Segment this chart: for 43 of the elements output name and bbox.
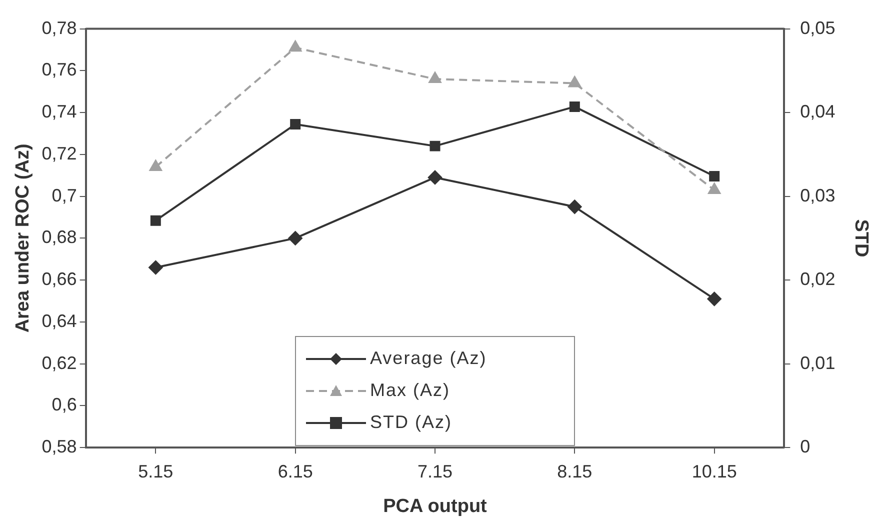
x-tick-label: 10.15 bbox=[692, 461, 737, 482]
legend-label: Average (Az) bbox=[370, 348, 487, 370]
y2-tick-label: 0,01 bbox=[800, 352, 836, 373]
legend-label: STD (Az) bbox=[370, 412, 452, 434]
y-tick-label: 0,72 bbox=[42, 143, 77, 164]
y-tick-label: 0,64 bbox=[42, 310, 77, 331]
x-axis-title: PCA output bbox=[383, 496, 488, 517]
x-tick-label: 5.15 bbox=[138, 461, 174, 482]
point bbox=[288, 231, 302, 246]
point bbox=[569, 101, 580, 112]
y-tick-label: 0,62 bbox=[42, 352, 77, 373]
point bbox=[428, 170, 442, 184]
point bbox=[430, 140, 440, 152]
point bbox=[568, 200, 582, 214]
x-tick-label: 6.15 bbox=[278, 461, 313, 482]
point bbox=[149, 160, 162, 172]
y-tick-label: 0,76 bbox=[42, 60, 77, 80]
point bbox=[708, 183, 721, 194]
y-tick-label: 0,58 bbox=[42, 436, 77, 457]
y-tick-label: 0,7 bbox=[52, 185, 77, 206]
point bbox=[150, 215, 161, 226]
y2-axis-title: STD bbox=[850, 219, 872, 258]
y-axis-title: Area under ROC (Az) bbox=[12, 144, 34, 333]
y-tick-label: 0,68 bbox=[42, 227, 77, 248]
x-tick-label: 8.15 bbox=[557, 461, 592, 482]
y-tick-label: 0,6 bbox=[52, 394, 77, 415]
x-tick-label: 7.15 bbox=[417, 461, 453, 482]
point bbox=[289, 40, 302, 52]
y2-tick-label: 0,03 bbox=[800, 185, 836, 206]
point bbox=[428, 72, 442, 84]
point bbox=[709, 170, 720, 182]
y2-tick-label: 0 bbox=[800, 436, 810, 457]
point bbox=[290, 119, 301, 130]
legend-label: Max (Az) bbox=[370, 380, 450, 402]
y2-tick-label: 0,02 bbox=[800, 269, 836, 290]
point bbox=[707, 292, 722, 306]
y-tick-label: 0,78 bbox=[42, 18, 77, 38]
point bbox=[148, 260, 163, 275]
point bbox=[568, 76, 581, 88]
y2-tick-label: 0,04 bbox=[800, 102, 836, 122]
y-tick-label: 0,66 bbox=[42, 269, 77, 290]
y-tick-label: 0,74 bbox=[42, 102, 77, 122]
y2-tick-label: 0,05 bbox=[800, 18, 836, 38]
